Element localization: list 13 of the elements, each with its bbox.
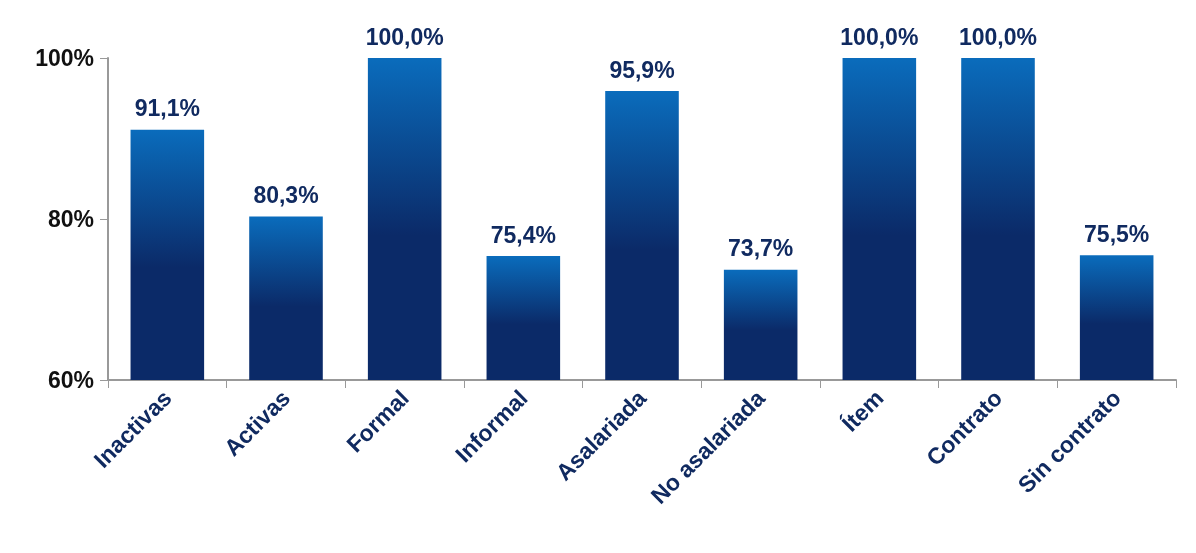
y-tick-label: 60% (47, 367, 94, 393)
y-tick-label: 100% (35, 45, 94, 71)
x-tick-label: Ítem (836, 384, 889, 437)
data-label: 80,3% (253, 182, 319, 209)
data-label: 75,5% (1084, 220, 1150, 247)
data-label: 95,9% (609, 56, 675, 83)
data-label: 100,0% (958, 23, 1038, 50)
y-tick-label: 80% (47, 206, 94, 232)
data-label: 75,4% (490, 221, 556, 248)
data-label: 100,0% (365, 23, 444, 50)
data-label: 73,7% (728, 235, 794, 262)
data-label: 91,1% (134, 95, 200, 122)
data-label: 100,0% (840, 23, 919, 50)
